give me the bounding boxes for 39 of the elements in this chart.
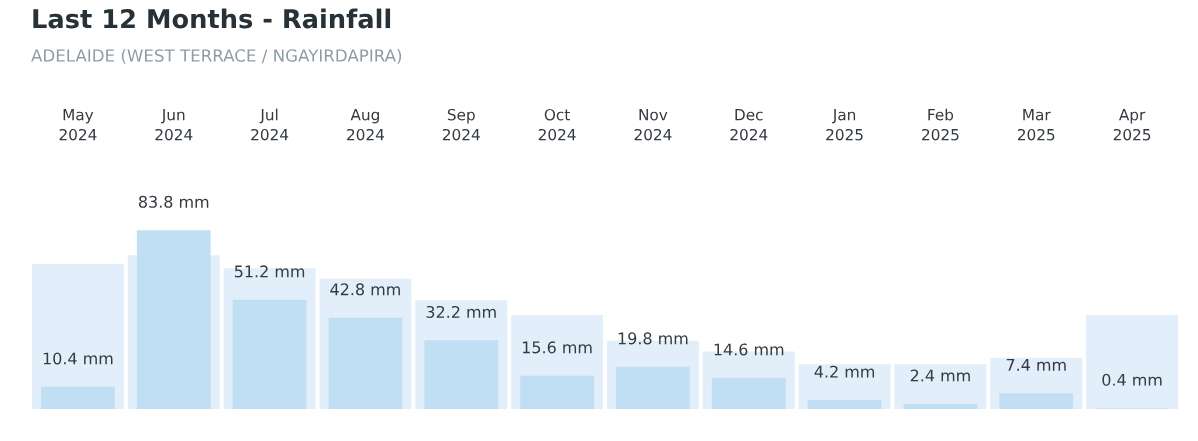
data-label: 32.2 mm [426,305,496,318]
x-tick-label: Feb 2025 [922,108,959,141]
x-tick-label: May 2024 [59,109,97,141]
bar [41,386,115,409]
bar [136,230,211,409]
bar [807,400,882,409]
chart-title: Last 12 Months - Rainfall [33,8,391,29]
bar [894,364,987,409]
bar [903,403,978,409]
x-tick-label: Jan 2025 [826,109,863,141]
data-label: 10.4 mm [43,352,113,365]
x-tick-label: Aug 2024 [347,109,384,141]
bar [616,366,690,409]
data-label: 42.8 mm [330,283,400,296]
bar [520,375,594,409]
bar [999,393,1074,409]
data-label: 19.8 mm [618,332,688,345]
bar [424,340,499,409]
data-label: 2.4 mm [910,369,970,382]
x-tick-label: Sep 2024 [442,108,480,141]
data-label: 14.6 mm [714,343,784,356]
x-tick-label: Oct 2024 [538,108,576,141]
x-tick-label: Jul 2024 [251,108,289,141]
bar [1086,315,1179,409]
x-tick-label: Nov 2024 [634,109,672,141]
data-label: 15.6 mm [522,341,592,354]
data-label: 51.2 mm [234,265,305,278]
data-label: 0.4 mm [1102,373,1162,386]
bar [711,377,786,409]
x-tick-label: Dec 2024 [730,109,768,141]
data-label: 4.2 mm [814,365,875,378]
chart-subtitle: ADELAIDE (WEST TERRACE / NGAYIRDAPIRA) [31,48,402,64]
bar [232,299,307,409]
data-label: 7.4 mm [1006,359,1066,371]
x-tick-label: Mar 2025 [1017,109,1055,141]
bar [328,317,403,409]
data-label: 83.8 mm [138,195,209,208]
x-tick-label: Jun 2024 [155,109,193,141]
x-tick-label: Apr 2025 [1113,109,1151,141]
